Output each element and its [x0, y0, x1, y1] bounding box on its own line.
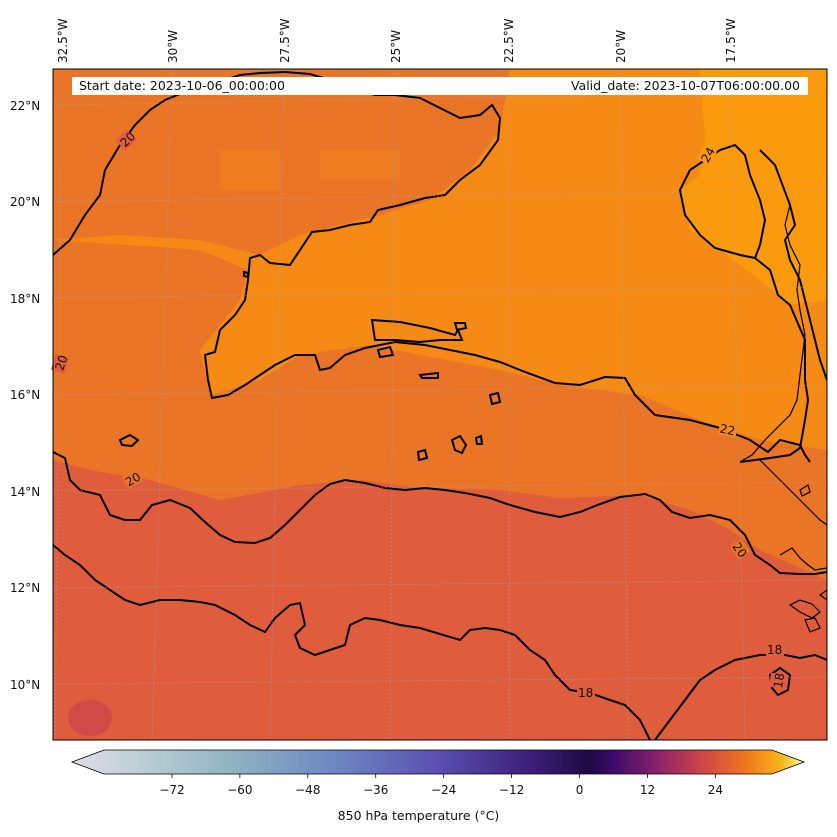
isotherm-16-island: [370, 318, 464, 344]
lat-label: 12°N: [10, 581, 40, 595]
lat-label: 14°N: [10, 485, 40, 499]
contour-label: 18: [578, 686, 593, 700]
isotherms: [53, 70, 827, 740]
colorbar-title: 850 hPa temperature (°C): [337, 808, 500, 823]
isotherm-18: [53, 544, 651, 740]
start-date: Start date: 2023-10-06_00:00:00: [79, 78, 285, 93]
contour-label: 18: [767, 643, 782, 657]
lon-label: 30°W: [166, 30, 180, 63]
field-cool-spot: [68, 700, 112, 736]
temperature-field: [53, 69, 827, 740]
lat-label: 20°N: [10, 195, 40, 209]
colorbar-tick-label: 24: [708, 783, 723, 797]
map-frame: [52, 68, 828, 741]
colorbar-tick-label: −48: [295, 783, 320, 797]
colorbar: −72 −60 −48 −36 −24 −12 0 12 24: [70, 749, 806, 797]
lon-label: 17.5°W: [724, 18, 738, 63]
contour-label: 20: [123, 470, 143, 490]
contour-label: 18: [771, 672, 787, 689]
colorbar-ticks: −72 −60 −48 −36 −24 −12 0 12 24: [159, 774, 723, 797]
contour-label: 24: [698, 145, 718, 165]
valid-date: Valid_date: 2023-10-07T06:00:00.00: [570, 78, 800, 93]
lat-label: 18°N: [10, 292, 40, 306]
field-hot-region: [53, 69, 827, 450]
lat-label: 16°N: [10, 388, 40, 402]
lon-label: 20°W: [614, 30, 628, 63]
longitude-labels: 32.5°W 30°W 27.5°W 25°W 22.5°W 20°W 17.5…: [56, 18, 738, 63]
colorbar-tick-label: −72: [159, 783, 184, 797]
isotherm-18-east: [654, 653, 827, 740]
lon-label: 32.5°W: [56, 18, 70, 63]
lon-label: 22.5°W: [502, 18, 516, 63]
latitude-labels: 22°N 20°N 18°N 16°N 14°N 12°N 10°N: [10, 99, 40, 692]
lat-label: 22°N: [10, 99, 40, 113]
colorbar-tick-label: 0: [576, 783, 584, 797]
coastline: [739, 204, 827, 633]
contour-label: 20: [52, 353, 70, 372]
lon-label: 27.5°W: [278, 18, 292, 63]
colorbar-tick-label: −36: [363, 783, 388, 797]
lat-label: 10°N: [10, 678, 40, 692]
contour-labels: 20 20 20 24 22 20 18 18 18: [50, 129, 787, 700]
lon-label: 25°W: [389, 30, 403, 63]
colorbar-tick-label: −60: [227, 783, 252, 797]
colorbar-bar: [70, 749, 806, 775]
isotherm-24: [759, 149, 827, 381]
contour-label: 22: [719, 421, 737, 438]
colorbar-tick-label: 12: [640, 783, 655, 797]
isotherm-20-south: [53, 451, 827, 575]
date-info-bar: Start date: 2023-10-06_00:00:00 Valid_da…: [72, 77, 808, 95]
isotherm-20-north: [53, 70, 811, 463]
colorbar-tick-label: −12: [499, 783, 524, 797]
colorbar-tick-label: −24: [431, 783, 456, 797]
isotherm-18-ring: [768, 666, 792, 697]
